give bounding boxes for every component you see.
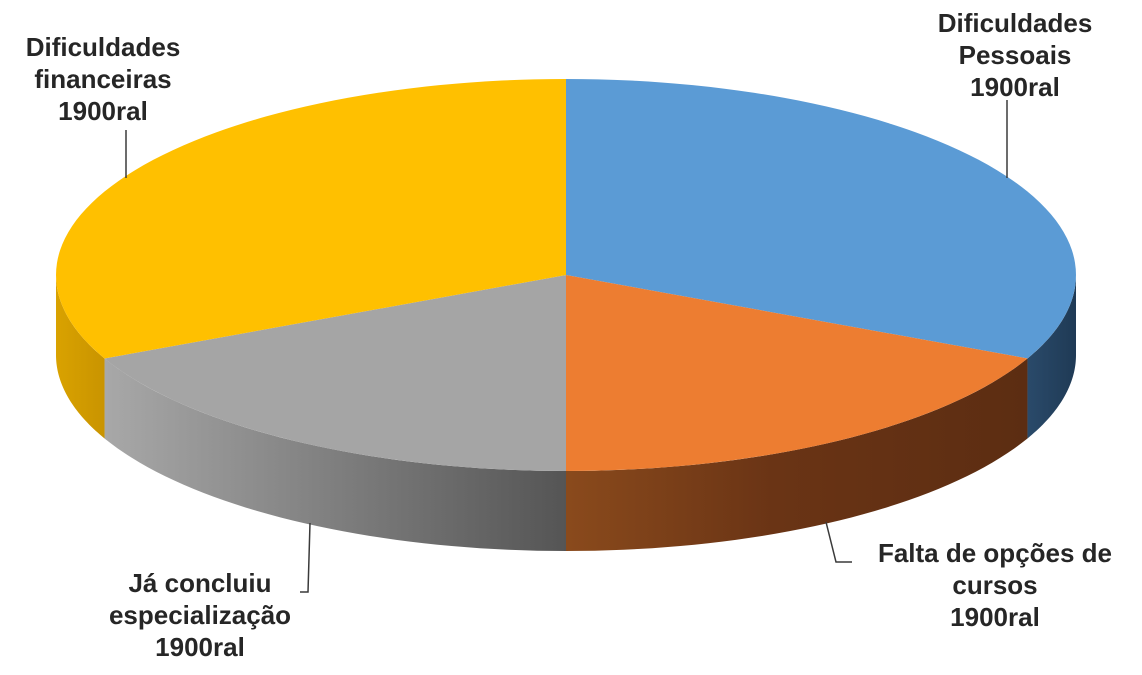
pie-side-dificuldades-pessoais <box>1027 275 1076 439</box>
data-label-line: Já concluiu <box>128 568 271 598</box>
pie-tops <box>56 79 1076 471</box>
data-label-line: Dificuldades <box>938 8 1093 38</box>
data-label-line: Pessoais <box>959 40 1072 70</box>
pie-slice-ja-concluiu-especializacao <box>104 275 566 471</box>
data-label-line: Dificuldades <box>26 32 181 62</box>
data-label-line: cursos <box>952 570 1037 600</box>
leader-line-ja-concluiu-especializacao <box>300 522 311 593</box>
leader-line-falta-de-opcoes-de-cursos <box>825 521 852 563</box>
pie-side-falta-de-opcoes-de-cursos <box>566 358 1028 551</box>
data-label-line: 1900ral <box>155 632 245 662</box>
data-label-ja-concluiu-especializacao: Já concluiu especialização 1900ral <box>109 568 291 662</box>
data-label-dificuldades-financeiras: Dificuldades financeiras 1900ral <box>26 32 181 126</box>
pie-sides <box>56 275 1076 551</box>
pie-side-dificuldades-financeiras <box>56 275 105 439</box>
leader-lines <box>125 100 1008 593</box>
data-label-falta-de-opcoes-de-cursos: Falta de opções de cursos 1900ral <box>878 538 1112 632</box>
pie-slice-dificuldades-financeiras <box>56 79 567 359</box>
pie-side-ja-concluiu-especializacao <box>104 358 566 551</box>
data-label-line: 1900ral <box>970 72 1060 102</box>
data-label-dificuldades-pessoais: Dificuldades Pessoais 1900ral <box>938 8 1093 102</box>
data-label-line: especialização <box>109 600 291 630</box>
pie-slice-dificuldades-pessoais <box>566 79 1076 359</box>
pie-slice-falta-de-opcoes-de-cursos <box>566 275 1028 471</box>
data-label-line: 1900ral <box>58 96 148 126</box>
data-label-line: Falta de opções de <box>878 538 1112 568</box>
data-label-line: 1900ral <box>950 602 1040 632</box>
data-label-line: financeiras <box>34 64 171 94</box>
